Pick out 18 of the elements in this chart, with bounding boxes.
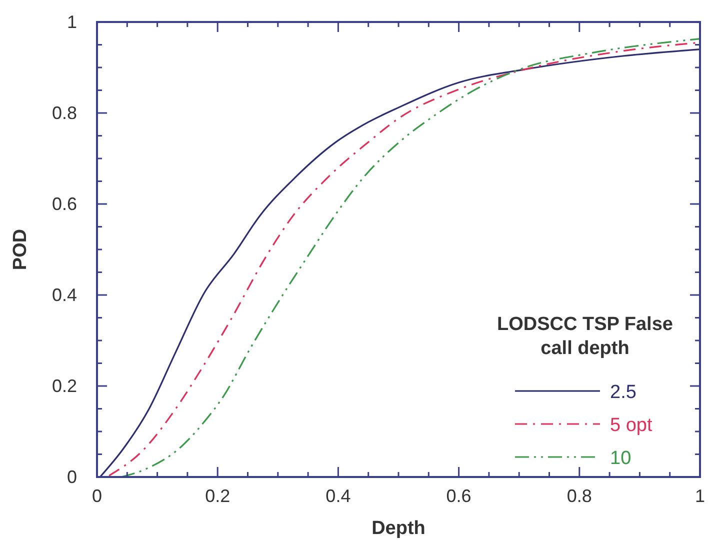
y-tick-label: 0 — [66, 466, 77, 487]
x-tick-label: 0.8 — [566, 486, 592, 506]
y-tick-label: 0.6 — [52, 194, 77, 214]
legend-label: 2.5 — [610, 382, 636, 403]
y-axis-title: POD — [10, 228, 31, 270]
x-tick-label: 1 — [694, 486, 706, 506]
x-axis-title: Depth — [372, 518, 426, 539]
x-tick-label: 0.4 — [326, 486, 351, 506]
legend-label: 10 — [610, 448, 632, 469]
x-tick-label: 0.2 — [205, 486, 230, 506]
y-tick-label: 0.2 — [52, 376, 77, 396]
legend-title: LODSCC TSP False call depth — [496, 313, 674, 361]
x-tick-label: 0 — [92, 486, 102, 506]
y-tick-label: 0.4 — [52, 284, 77, 305]
y-tick-label: 0.8 — [52, 102, 77, 123]
x-tick-label: 0.6 — [446, 486, 472, 506]
legend-label: 5 opt — [610, 415, 653, 436]
y-tick-label: 1 — [66, 12, 77, 32]
